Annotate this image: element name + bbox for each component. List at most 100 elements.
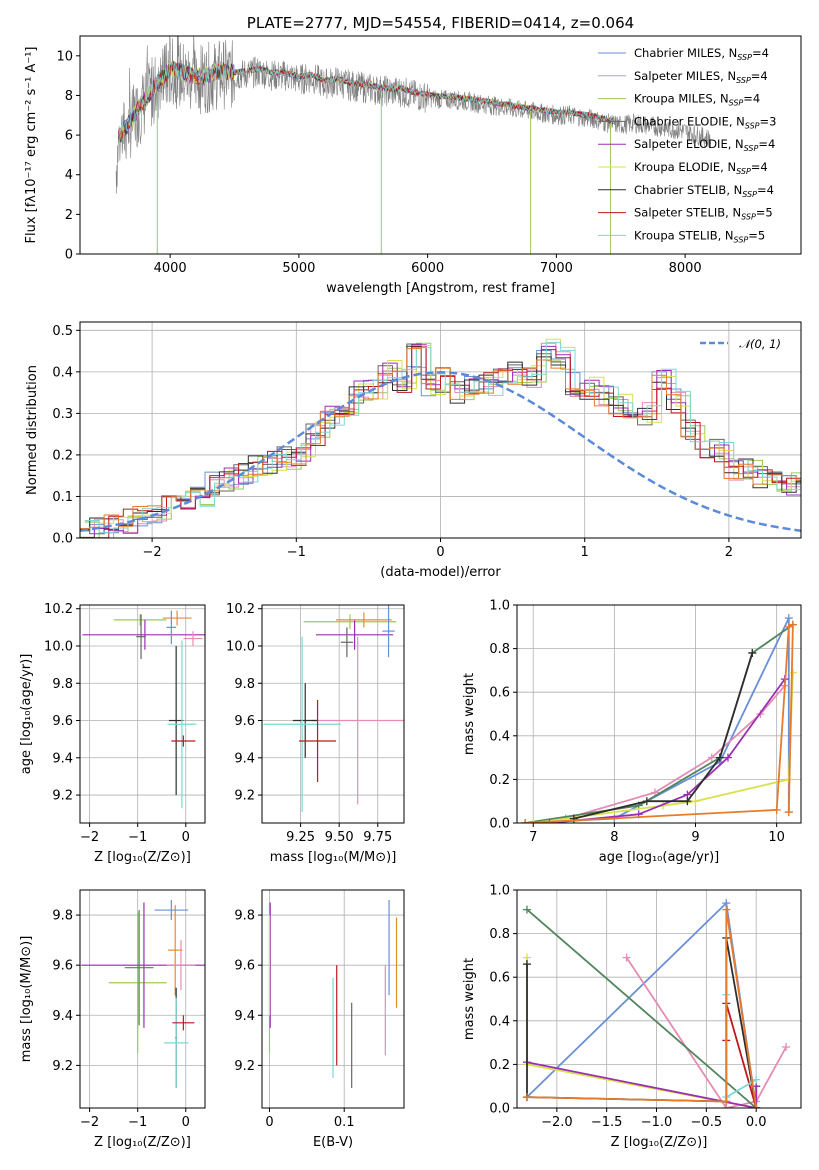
plot-area xyxy=(81,900,205,1088)
x-axis-label: E(B-V) xyxy=(313,1135,353,1150)
y-axis-label: mass weight xyxy=(462,958,477,1040)
axes-frame xyxy=(79,35,802,255)
legend-label: Chabrier MILES, NSSP=4 xyxy=(634,46,769,62)
weight-line-4 xyxy=(526,1061,758,1108)
y-tick-label: 10.2 xyxy=(44,602,73,617)
y-tick-label: 0.2 xyxy=(489,773,510,788)
legend-count: =5 xyxy=(748,228,765,242)
error-point-1 xyxy=(82,619,205,650)
legend-label: Salpeter STELIB, NSSP=5 xyxy=(634,206,773,222)
y-tick-label: 9.6 xyxy=(234,714,255,729)
grid xyxy=(80,605,205,823)
plus-marker xyxy=(522,905,531,914)
y-tick-label: 0.3 xyxy=(52,407,73,422)
error-point-8 xyxy=(124,910,154,1026)
y-tick-label: 0.0 xyxy=(489,817,510,832)
panel-mass-weight-vs-Z: −2.0 −1.5 −1.0 −0.5 0.0 0.0 0.2 0.4 0.6 0.8 1.0 Z [… xyxy=(462,884,802,1150)
histogram-step-5 xyxy=(84,338,801,524)
y-tick-label: 4 xyxy=(65,168,73,183)
y-tick-label: 9.4 xyxy=(52,751,73,766)
y-tick-label: 10.0 xyxy=(44,639,73,654)
panel-mass-vs-ebv: 0 0.1 9.2 9.4 9.6 9.8 E(B-V) xyxy=(234,889,405,1150)
axes-frame xyxy=(261,889,405,1109)
x-tick-label: −1.0 xyxy=(641,1115,673,1130)
x-tick-label: 7000 xyxy=(540,261,573,276)
legend-label: Kroupa ELODIE, NSSP=4 xyxy=(634,160,768,176)
axes-frame xyxy=(79,889,206,1109)
x-tick-label: 7 xyxy=(529,830,537,845)
x-axis-label: age [log₁₀(age/yr)] xyxy=(599,850,720,865)
legend-subscript: SSP xyxy=(745,121,760,130)
error-point-0 xyxy=(303,614,397,630)
y-tick-label: 0.2 xyxy=(489,1058,510,1073)
error-point-1 xyxy=(316,619,394,650)
plus-marker xyxy=(782,1042,791,1051)
legend-count: =4 xyxy=(743,92,760,106)
plus-marker xyxy=(545,819,554,823)
plus-marker xyxy=(748,648,757,657)
y-tick-label: 0.5 xyxy=(52,324,73,339)
model-line-5 xyxy=(118,60,615,139)
x-axis-label: mass [log₁₀(M/M⊙)] xyxy=(270,850,397,865)
panel-mass-vs-Z: −2 −1 0 9.2 9.4 9.6 9.8 Z [log₁₀(Z/Z⊙)] mass [lo… xyxy=(19,889,206,1150)
legend-subscript: SSP xyxy=(742,190,757,199)
x-tick-label: 0 xyxy=(182,830,190,845)
histogram-step-6 xyxy=(80,345,801,530)
x-tick-label: 8000 xyxy=(669,261,702,276)
y-tick-label: 9.2 xyxy=(234,1059,255,1074)
plus-marker xyxy=(691,797,700,806)
plot-area xyxy=(82,610,205,809)
x-tick-label: −1 xyxy=(287,545,306,560)
plus-marker xyxy=(521,819,530,823)
y-tick-label: 0.8 xyxy=(489,927,510,942)
y-tick-label: 10.2 xyxy=(226,602,255,617)
error-point-7 xyxy=(171,735,196,747)
y-tick-label: 1.0 xyxy=(489,884,510,899)
y-tick-label: 0.4 xyxy=(52,365,73,380)
y-tick-label: 0 xyxy=(65,248,73,263)
axes-frame xyxy=(516,604,802,824)
weight-line-5 xyxy=(526,937,758,1108)
plus-marker xyxy=(788,668,797,677)
plus-marker xyxy=(707,753,716,762)
plot-area xyxy=(115,36,711,254)
x-axis-label: wavelength [Angstrom, rest frame] xyxy=(326,281,555,296)
legend-subscript: SSP xyxy=(737,53,752,62)
error-point-4 xyxy=(183,631,203,646)
error-point-7 xyxy=(299,700,337,783)
x-tick-label: 0 xyxy=(265,1115,273,1130)
histogram-step-3 xyxy=(80,343,801,535)
legend-label: Kroupa MILES, NSSP=4 xyxy=(634,92,760,108)
plus-marker xyxy=(784,614,793,623)
x-tick-label: −0.5 xyxy=(691,1115,723,1130)
model-line-8 xyxy=(118,62,615,141)
error-point-7 xyxy=(172,1015,195,1031)
legend-subscript: SSP xyxy=(744,144,759,153)
legend-label: Salpeter MILES, NSSP=4 xyxy=(634,69,768,85)
x-axis-label: Z [log₁₀(Z/Z⊙)] xyxy=(94,1135,191,1150)
x-tick-label: 9.25 xyxy=(286,830,315,845)
plus-marker xyxy=(788,620,797,629)
y-tick-label: 0.4 xyxy=(489,729,510,744)
error-point-3 xyxy=(154,900,189,921)
x-tick-label: −2.0 xyxy=(541,1115,573,1130)
histogram-step-9 xyxy=(80,348,801,529)
legend-count: =3 xyxy=(760,114,777,128)
error-point-3 xyxy=(166,610,177,645)
legend-count: =4 xyxy=(758,137,775,151)
plus-marker xyxy=(723,753,732,762)
legend-count: =4 xyxy=(757,183,774,197)
x-tick-label: 6000 xyxy=(411,261,444,276)
error-point-0 xyxy=(113,614,167,626)
legend-label: Kroupa STELIB, NSSP=5 xyxy=(634,228,765,244)
y-axis-label: mass [log₁₀(M/M⊙)] xyxy=(19,936,34,1063)
panel-mass-weight-vs-age: 7 8 9 10 0.0 0.2 0.4 0.6 0.8 1.0 age [log₁₀(age/yr… xyxy=(462,599,802,865)
legend-count: =5 xyxy=(756,206,773,220)
y-axis-label: age [log₁₀(age/yr)] xyxy=(19,654,34,775)
plus-marker xyxy=(752,1075,761,1084)
plus-marker xyxy=(683,797,692,806)
x-tick-label: 0.1 xyxy=(334,1115,355,1130)
x-tick-label: −1.5 xyxy=(591,1115,623,1130)
legend-label: 𝒩(0, 1) xyxy=(739,337,781,351)
